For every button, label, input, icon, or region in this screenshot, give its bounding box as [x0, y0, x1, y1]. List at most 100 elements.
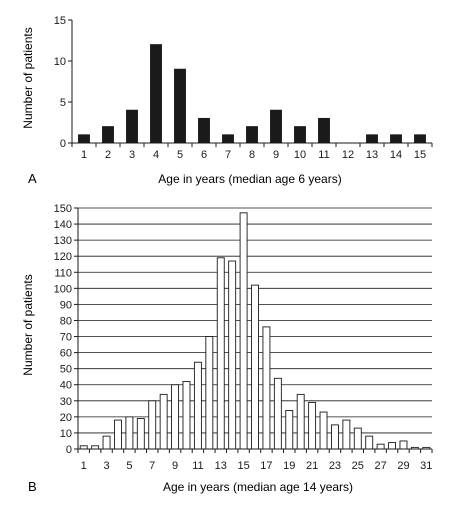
- panel-b-bar-age-29: [399, 440, 408, 450]
- panel-b-bar-age-22: [319, 411, 328, 450]
- panel-b-bar-age-23: [331, 424, 339, 450]
- panel-b-bar-age-7: [148, 400, 157, 450]
- panel-a-label: A: [28, 171, 37, 186]
- panel-b-x-tick-label-23: 23: [329, 460, 341, 472]
- panel-b-x-tick-label-29: 29: [397, 460, 409, 472]
- panel-b-x-axis-title: Age in years (median age 14 years): [163, 480, 353, 494]
- panel-b-bar-age-5: [125, 416, 134, 450]
- panel-b-x-tick-label-15: 15: [237, 460, 249, 472]
- panel-b-y-tick-label-0: 0: [66, 444, 72, 456]
- panel-b-y-tick-label-30: 30: [60, 396, 72, 408]
- panel-b-bar-age-12: [205, 336, 214, 450]
- panel-a-x-tick-label-3: 3: [129, 149, 135, 161]
- panel-a-bar-age-13: [366, 134, 378, 144]
- panel-a-x-tick-label-7: 7: [225, 149, 231, 161]
- panel-a-bar-age-9: [270, 109, 282, 144]
- panel-b-y-tick-label-20: 20: [60, 412, 72, 424]
- panel-b-y-tick-label-90: 90: [60, 299, 72, 311]
- panel-a-bar-age-15: [414, 134, 426, 144]
- panel-b-bar-age-17: [262, 326, 271, 450]
- panel-b-label: B: [28, 479, 37, 494]
- panel-a-x-tick-label-1: 1: [81, 149, 87, 161]
- panel-a-bar-age-1: [78, 134, 90, 144]
- panel-b-bar-age-13: [216, 257, 225, 450]
- panel-b-x-tick-label-11: 11: [192, 460, 203, 472]
- panel-b-y-tick-label-120: 120: [54, 251, 72, 263]
- panel-b-bar-age-14: [228, 260, 237, 450]
- panel-b-y-tick-label-60: 60: [60, 348, 72, 360]
- panel-b-y-tick-label-80: 80: [60, 315, 72, 327]
- panel-a-bar-age-2: [102, 126, 114, 144]
- panel-b-bar-age-21: [308, 401, 317, 450]
- panel-a-x-tick-label-6: 6: [201, 149, 207, 161]
- panel-b-bar-age-16: [251, 284, 259, 450]
- chart-panel-a: A Number of patients Age in years (media…: [21, 15, 433, 186]
- chart-panel-b: B Number of patients Age in years (media…: [21, 203, 433, 494]
- panel-b-bar-age-18: [273, 377, 282, 450]
- panel-b-bar-age-25: [353, 427, 362, 450]
- panel-b-bar-age-20: [296, 393, 305, 450]
- panel-b-x-tick-label-9: 9: [172, 460, 178, 472]
- panel-a-x-tick-label-14: 14: [390, 149, 402, 161]
- panel-b-bar-age-3: [102, 435, 111, 450]
- panel-a-y-tick-label-0: 0: [60, 138, 66, 150]
- panel-b-bar-age-11: [193, 361, 202, 450]
- panel-a-bar-age-10: [294, 126, 306, 144]
- panel-b-x-tick-label-21: 21: [306, 460, 318, 472]
- panel-a-x-tick-label-4: 4: [153, 149, 159, 161]
- panel-a-x-tick-label-10: 10: [294, 149, 306, 161]
- panel-b-y-tick-label-110: 110: [54, 267, 72, 279]
- panel-a-y-axis-title: Number of patients: [21, 27, 35, 128]
- panel-a-y-tick-label-15: 15: [54, 15, 66, 27]
- panel-b-y-tick-label-50: 50: [60, 364, 72, 376]
- panel-a-bar-age-7: [222, 134, 234, 144]
- panel-b-x-tick-label-31: 31: [420, 460, 432, 472]
- panel-a-x-tick-label-15: 15: [414, 149, 426, 161]
- panel-a-bar-age-8: [246, 126, 258, 144]
- panel-b-y-tick-label-140: 140: [54, 219, 72, 231]
- panel-b-bar-age-19: [285, 409, 294, 450]
- panel-a-bar-age-14: [390, 134, 402, 144]
- panel-b-y-axis-title: Number of patients: [21, 274, 35, 375]
- panel-b-bar-age-6: [136, 418, 145, 450]
- panel-b-x-tick-label-1: 1: [81, 460, 87, 472]
- panel-b-x-tick-label-27: 27: [375, 460, 387, 472]
- panel-a-x-tick-label-8: 8: [249, 149, 255, 161]
- panel-b-bar-age-10: [182, 381, 191, 450]
- panel-a-y-tick-label-5: 5: [60, 97, 66, 109]
- panel-b-x-tick-label-7: 7: [149, 460, 155, 472]
- panel-b-x-tick-label-25: 25: [352, 460, 364, 472]
- panel-a-bar-age-6: [198, 117, 210, 144]
- panel-b-x-tick-label-17: 17: [260, 460, 272, 472]
- panel-b-x-tick-label-19: 19: [283, 460, 295, 472]
- panel-b-bar-age-27: [376, 443, 385, 450]
- panel-b-x-tick-label-3: 3: [103, 460, 109, 472]
- panel-a-bar-age-3: [126, 109, 138, 144]
- panel-b-bar-age-9: [171, 384, 180, 450]
- panel-a-bar-age-4: [150, 44, 162, 144]
- panel-b-y-tick-label-130: 130: [54, 235, 72, 247]
- panel-a-bar-age-5: [174, 68, 186, 144]
- panel-b-bar-age-8: [159, 393, 168, 450]
- panel-a-x-tick-label-11: 11: [318, 149, 329, 161]
- panel-a-x-axis-title: Age in years (median age 6 years): [158, 172, 341, 186]
- panel-a-x-tick-label-12: 12: [342, 149, 354, 161]
- panel-b-x-tick-label-5: 5: [126, 460, 132, 472]
- panel-b-bar-age-24: [342, 419, 351, 450]
- panel-b-bar-age-15: [239, 212, 248, 450]
- panel-b-bar-age-4: [114, 419, 122, 450]
- panel-b-bar-age-28: [388, 442, 396, 450]
- panel-b-y-tick-label-70: 70: [60, 332, 72, 344]
- panel-b-y-tick-label-100: 100: [54, 283, 72, 295]
- panel-a-y-tick-label-10: 10: [54, 56, 66, 68]
- panel-b-y-tick-label-150: 150: [54, 203, 72, 215]
- panel-a-x-tick-label-5: 5: [177, 149, 183, 161]
- panel-a-x-tick-label-13: 13: [366, 149, 378, 161]
- panel-b-x-tick-label-13: 13: [215, 460, 227, 472]
- panel-a-bar-age-11: [318, 117, 330, 144]
- panel-b-y-tick-label-10: 10: [60, 428, 72, 440]
- panel-b-y-tick-label-40: 40: [60, 380, 72, 392]
- panel-b-bar-age-26: [365, 435, 374, 450]
- panel-a-x-tick-label-2: 2: [105, 149, 111, 161]
